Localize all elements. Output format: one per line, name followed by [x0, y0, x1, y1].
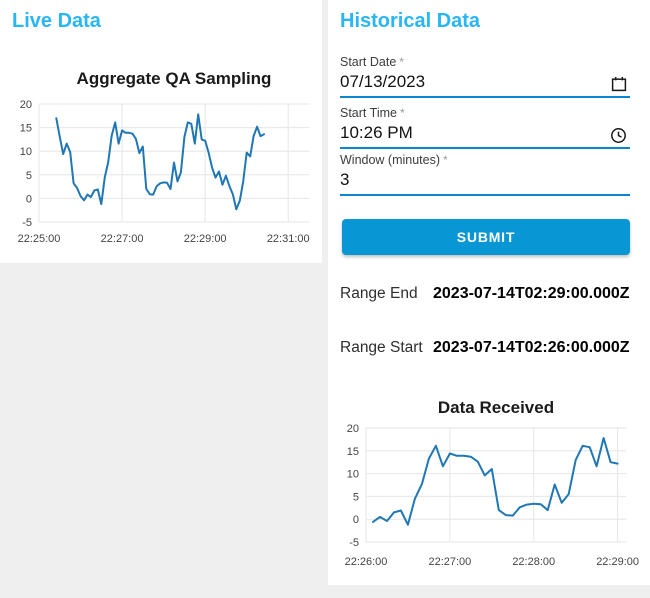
- svg-text:-5: -5: [349, 537, 359, 549]
- window-minutes-input[interactable]: [340, 168, 630, 194]
- required-asterisk: *: [443, 153, 448, 167]
- svg-text:20: 20: [20, 99, 32, 111]
- svg-text:22:29:00: 22:29:00: [184, 233, 227, 245]
- svg-text:22:27:00: 22:27:00: [101, 233, 144, 245]
- window-minutes-label: Window (minutes) *: [340, 153, 448, 167]
- svg-text:22:28:00: 22:28:00: [512, 556, 555, 568]
- data-received-chart[interactable]: -5 0 5 10 15 20 22:26:00 22:27:00 22:28:00 22:29:…: [330, 383, 650, 585]
- historical-data-panel: Historical Data Start Date* Start Time*: [328, 0, 650, 585]
- svg-text:10: 10: [347, 469, 359, 481]
- start-date-input[interactable]: [340, 70, 630, 96]
- start-date-field: Start Date *: [340, 55, 630, 98]
- range-end-value: 2023-07-14T02:29:00.000Z: [433, 285, 630, 302]
- svg-text:0: 0: [353, 514, 359, 526]
- required-asterisk: *: [399, 55, 404, 69]
- start-time-input[interactable]: [340, 121, 630, 147]
- svg-text:15: 15: [20, 123, 32, 135]
- svg-text:5: 5: [353, 491, 359, 503]
- live-panel-title: Live Data: [12, 10, 101, 32]
- window-minutes-field: Window (minutes) *: [340, 153, 630, 196]
- start-time-label: Start Time *: [340, 106, 405, 120]
- start-date-underline: [340, 96, 630, 98]
- submit-button[interactable]: SUBMIT: [342, 219, 630, 255]
- svg-text:15: 15: [347, 446, 359, 458]
- svg-text:Data Received: Data Received: [438, 398, 554, 417]
- live-data-panel: Live Data -5 0 5 10 15 20 22:25:00 22:27:00 22:2…: [0, 0, 322, 263]
- clock-icon[interactable]: [610, 127, 627, 144]
- range-end-row: Range End 2023-07-14T02:29:00.000Z: [340, 285, 630, 303]
- svg-text:Aggregate QA Sampling: Aggregate QA Sampling: [77, 69, 272, 88]
- svg-text:22:27:00: 22:27:00: [428, 556, 471, 568]
- window-minutes-underline: [340, 194, 630, 196]
- svg-text:20: 20: [347, 423, 359, 435]
- svg-text:5: 5: [26, 170, 32, 182]
- svg-text:-5: -5: [22, 217, 32, 229]
- svg-text:22:31:00: 22:31:00: [267, 233, 310, 245]
- start-time-field: Start Time *: [340, 106, 630, 149]
- svg-text:22:29:00: 22:29:00: [596, 556, 639, 568]
- range-end-label: Range End: [340, 285, 418, 302]
- range-start-label: Range Start: [340, 339, 423, 356]
- range-start-row: Range Start 2023-07-14T02:26:00.000Z: [340, 339, 630, 357]
- historical-panel-title: Historical Data: [340, 10, 481, 32]
- live-chart[interactable]: -5 0 5 10 15 20 22:25:00 22:27:00 22:29:00 22:31:…: [3, 58, 319, 258]
- svg-text:22:26:00: 22:26:00: [345, 556, 388, 568]
- calendar-icon[interactable]: [611, 76, 627, 92]
- range-start-value: 2023-07-14T02:26:00.000Z: [433, 339, 630, 356]
- start-time-underline: [340, 147, 630, 149]
- svg-text:22:25:00: 22:25:00: [18, 233, 61, 245]
- start-date-label: Start Date *: [340, 55, 404, 69]
- svg-text:10: 10: [20, 146, 32, 158]
- required-asterisk: *: [399, 106, 405, 120]
- svg-text:0: 0: [26, 193, 32, 205]
